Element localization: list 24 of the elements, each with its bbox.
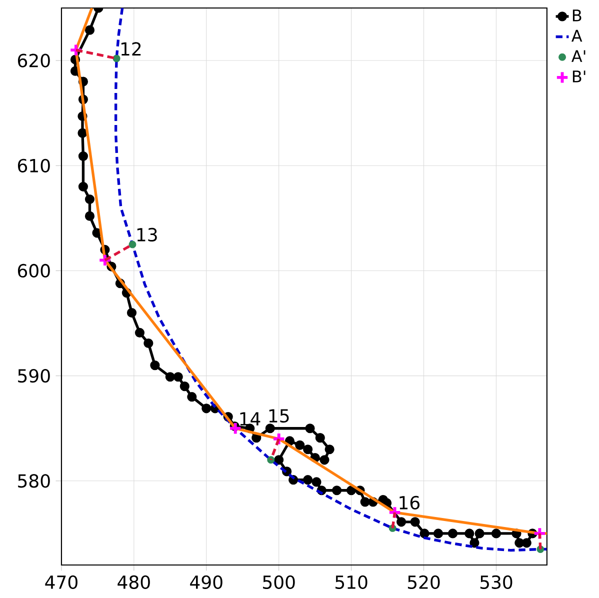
point — [267, 456, 275, 464]
legend-label: B' — [572, 70, 586, 82]
x-tick-label: 490 — [190, 575, 222, 589]
x-tick-label: 520 — [408, 575, 440, 589]
annotation: 14 — [240, 412, 260, 426]
y-tick-label: 620 — [18, 54, 50, 68]
y-tick-label: 580 — [18, 474, 50, 488]
y-tick-label: 590 — [18, 369, 50, 383]
legend-label: B — [572, 10, 582, 22]
x-tick-label: 510 — [336, 575, 368, 589]
legend-label: A — [572, 30, 582, 42]
point — [128, 240, 136, 248]
x-tick-label: 480 — [118, 575, 150, 589]
legend-label: A' — [572, 50, 586, 62]
y-tick-label: 610 — [18, 158, 50, 172]
x-tick-label: 470 — [45, 575, 78, 589]
annotation: 16 — [400, 496, 420, 510]
annotation: 13 — [137, 228, 157, 242]
x-tick-label: 500 — [263, 575, 295, 589]
y-tick-label: 600 — [18, 264, 50, 278]
point — [112, 54, 120, 62]
x-tick-label: 530 — [480, 575, 512, 589]
annotation: 12 — [121, 42, 141, 56]
annotation: 15 — [269, 409, 289, 423]
